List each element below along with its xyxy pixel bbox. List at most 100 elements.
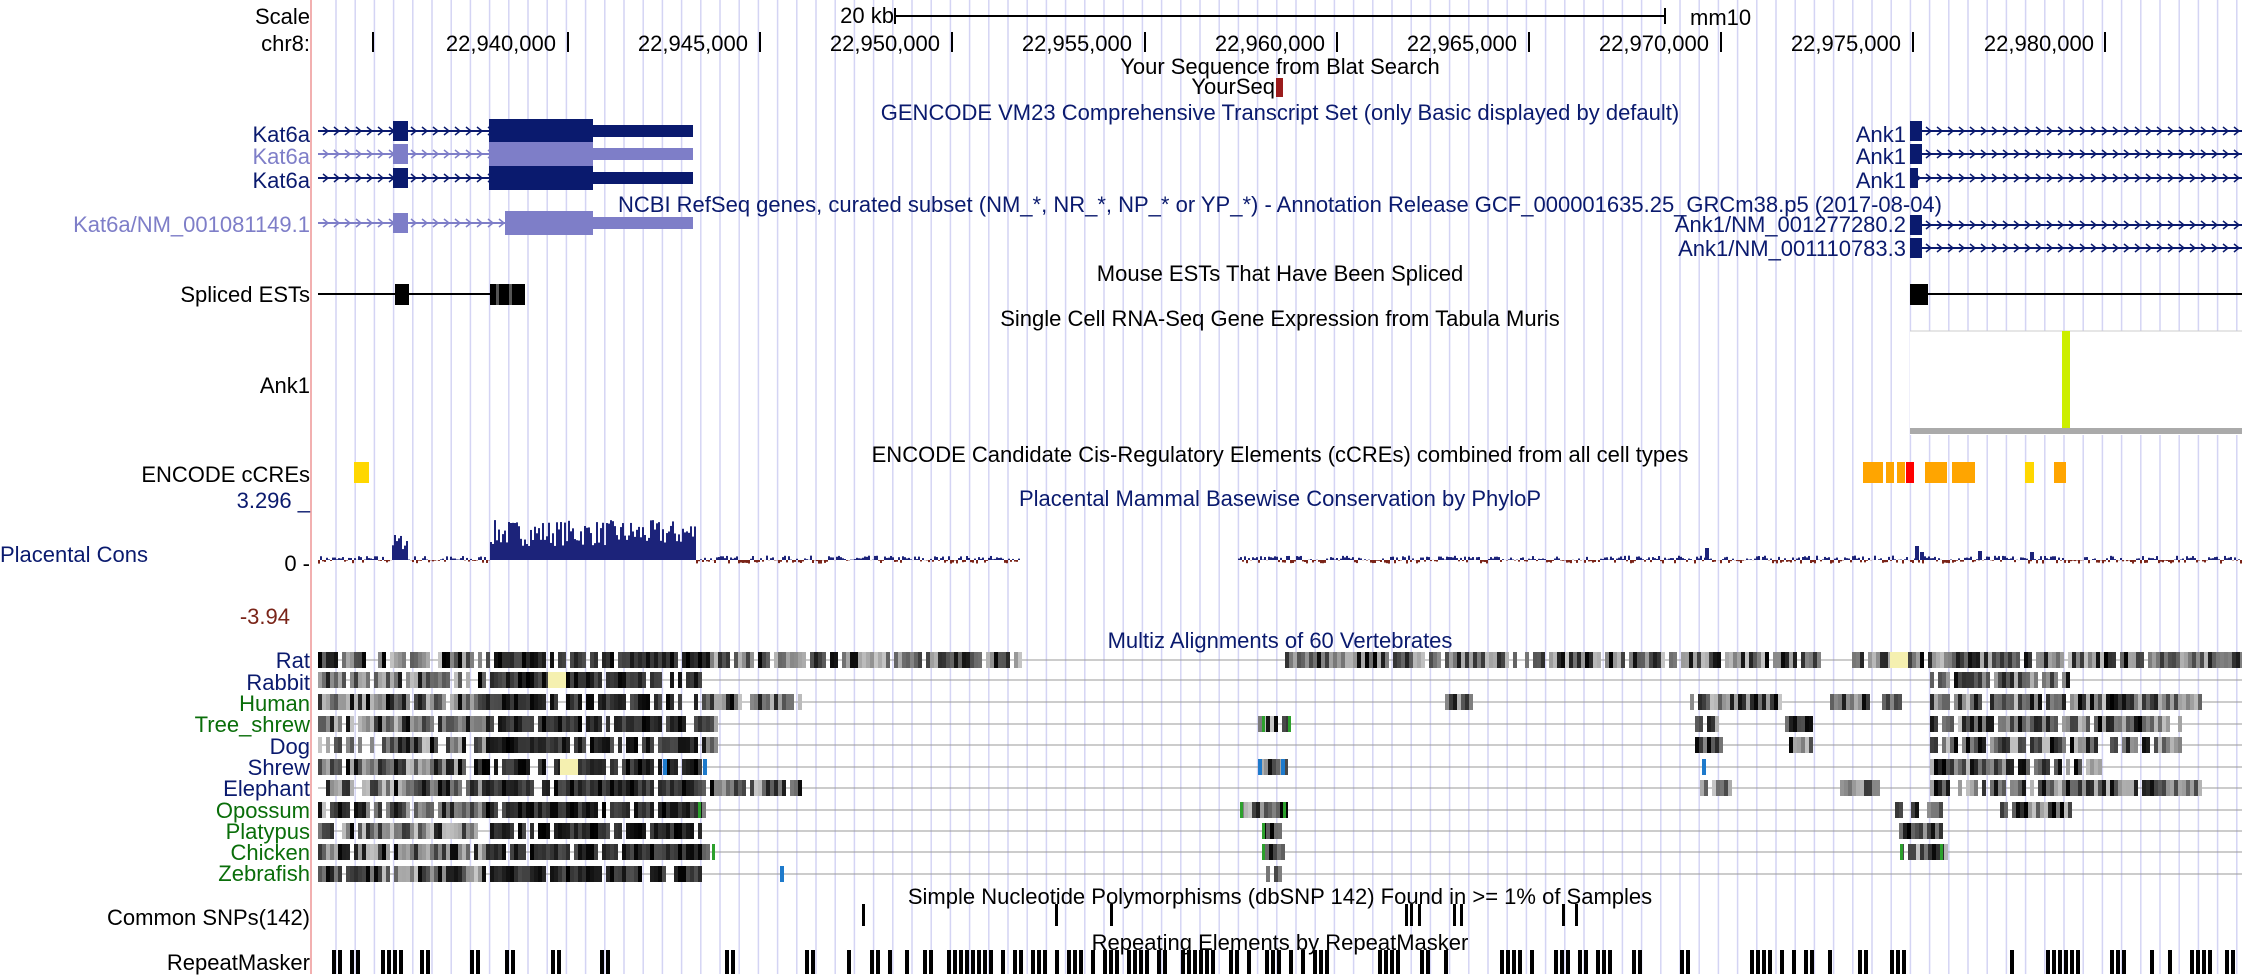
alignment-block <box>1273 844 1277 860</box>
wiggle-bar <box>516 522 518 560</box>
gene-label-ank1[interactable]: Ank1 <box>1856 170 1906 192</box>
multiz-track-title[interactable]: Multiz Alignments of 60 Vertebrates <box>1108 630 1453 652</box>
alignment-block <box>1966 672 1970 688</box>
species-label-elephant[interactable]: Elephant <box>223 778 310 800</box>
ccre-track-title[interactable]: ENCODE Candidate Cis-Regulatory Elements… <box>872 444 1689 466</box>
wiggle-bar <box>794 560 796 562</box>
gene-label-kat6a[interactable]: Kat6a <box>253 170 311 192</box>
alignment-block <box>758 780 762 796</box>
wiggle-bar <box>1918 560 1920 563</box>
snp-track-title[interactable]: Simple Nucleotide Polymorphisms (dbSNP 1… <box>908 886 1652 908</box>
alignment-block <box>2006 694 2010 710</box>
alignment-block <box>1018 652 1022 668</box>
multiz-alignments <box>318 652 2242 882</box>
wiggle-bar <box>1762 557 1764 560</box>
repeat-block <box>2116 950 2120 974</box>
refseq-label-ank1[interactable]: Ank1/NM_001277280.2 <box>1675 214 1906 236</box>
gene-label-ank1[interactable]: Ank1 <box>1856 146 1906 168</box>
alignment-block <box>398 652 402 668</box>
alignment-block <box>1801 716 1805 732</box>
wiggle-bar <box>2058 558 2060 560</box>
alignment-block <box>1907 823 1911 839</box>
alignment-block <box>790 652 794 668</box>
alignment-block <box>330 866 334 882</box>
alignment-block <box>522 759 526 775</box>
alignment-block <box>366 780 370 796</box>
wiggle-bar <box>1528 559 1530 560</box>
wiggle-bar <box>1678 556 1680 560</box>
ests-track-label[interactable]: Spliced ESTs <box>180 284 310 306</box>
alignment-block <box>530 780 534 796</box>
wiggle-bar <box>1648 557 1650 560</box>
gene-label-kat6a[interactable]: Kat6a <box>253 124 311 146</box>
wiggle-bar <box>422 558 424 560</box>
alignment-block <box>1333 652 1337 668</box>
ccre-track-label[interactable]: ENCODE cCREs <box>141 464 310 486</box>
wiggle-bar <box>826 560 828 562</box>
alignment-block <box>614 844 618 860</box>
alignment-block <box>1673 652 1677 668</box>
phylop-track-title[interactable]: Placental Mammal Basewise Conservation b… <box>1019 488 1541 510</box>
species-label-zebrafish[interactable]: Zebrafish <box>218 863 310 885</box>
alignment-block <box>1289 652 1293 668</box>
alignment-block <box>430 802 434 818</box>
alignment-block <box>362 672 366 688</box>
repeat-track-label[interactable]: RepeatMasker <box>167 952 310 974</box>
alignment-block <box>406 802 410 818</box>
alignment-block <box>1954 759 1958 775</box>
phylop-track-label[interactable]: Placental Cons <box>0 544 148 566</box>
snp-track-label[interactable]: Common SNPs(142) <box>107 907 310 929</box>
alignment-block <box>2022 737 2026 753</box>
wiggle-bar <box>1912 560 1914 563</box>
alignment-block <box>446 866 450 882</box>
species-label-rat[interactable]: Rat <box>276 650 310 672</box>
alignment-block <box>398 780 402 796</box>
repeat-block <box>1596 950 1600 974</box>
alignment-block <box>694 780 698 796</box>
wiggle-bar <box>738 560 740 563</box>
ests-track-title[interactable]: Mouse ESTs That Have Been Spliced <box>1097 263 1463 285</box>
gene-label-kat6a[interactable]: Kat6a <box>253 146 311 168</box>
alignment-block <box>466 716 470 732</box>
repeat-track-title[interactable]: Repeating Elements by RepeatMasker <box>1092 932 1469 954</box>
phylop-max-label: 3.296 _ <box>237 490 310 512</box>
alignment-block <box>650 823 654 839</box>
tabula-track-label[interactable]: Ank1 <box>260 375 310 397</box>
alignment-block <box>634 737 638 753</box>
alignment-block <box>646 802 650 818</box>
alignment-block <box>694 866 698 882</box>
tabula-track-title[interactable]: Single Cell RNA-Seq Gene Expression from… <box>1000 308 1560 330</box>
species-label-tree-shrew[interactable]: Tree_shrew <box>195 714 310 736</box>
alignment-block <box>1793 737 1797 753</box>
wiggle-bar <box>588 527 590 560</box>
alignment-block <box>2134 694 2138 710</box>
wiggle-bar <box>940 558 942 560</box>
wiggle-bar <box>648 538 650 560</box>
exon <box>1910 168 1918 188</box>
alignment-block <box>446 759 450 775</box>
wiggle-bar <box>1332 558 1334 560</box>
gencode-track-title[interactable]: GENCODE VM23 Comprehensive Transcript Se… <box>881 102 1679 124</box>
chrom-label: chr8: <box>261 33 310 55</box>
gene-label-ank1[interactable]: Ank1 <box>1856 124 1906 146</box>
alignment-block <box>390 694 394 710</box>
alignment-block <box>1481 652 1485 668</box>
wiggle-bar <box>1854 556 1856 560</box>
alignment-block <box>338 780 342 796</box>
repeat-block <box>2058 950 2062 974</box>
alignment-block <box>318 866 322 882</box>
alignment-block <box>390 823 394 839</box>
alignment-block <box>654 716 658 732</box>
refseq-label-kat6a[interactable]: Kat6a/NM_001081149.1 <box>73 214 310 236</box>
alignment-block <box>2156 652 2160 668</box>
alignment-block <box>690 737 694 753</box>
wiggle-bar <box>508 522 510 560</box>
blat-track-title[interactable]: Your Sequence from Blat Search <box>1120 56 1440 78</box>
blat-item-label[interactable]: YourSeq <box>1191 76 1275 98</box>
alignment-block <box>2062 780 2066 796</box>
refseq-label-ank1[interactable]: Ank1/NM_001110783.3 <box>1678 238 1906 260</box>
wiggle-bar <box>882 560 884 561</box>
alignment-block <box>1958 780 1962 796</box>
alignment-block <box>1585 652 1589 668</box>
alignment-block <box>622 652 626 668</box>
